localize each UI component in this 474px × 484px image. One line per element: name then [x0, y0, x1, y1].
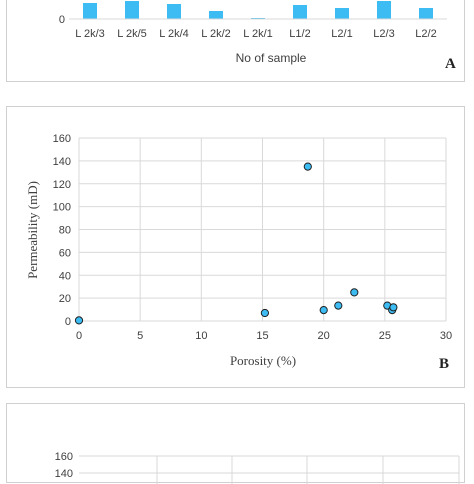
y-tick-label-c-0: 140: [55, 468, 73, 480]
bar-1: [125, 1, 139, 19]
x-axis-title-a: No of sample: [236, 51, 307, 65]
bar-2: [167, 4, 181, 19]
y-tick-label-b-3: 60: [59, 247, 71, 259]
data-point-1: [260, 308, 269, 318]
x-tick-label-b-6: 30: [440, 330, 452, 342]
x-tick-label-a-8: L2/2: [415, 28, 436, 40]
x-tick-label-b-1: 5: [137, 330, 143, 342]
chart-panel-b: 0 20 40 60 80 100 120 140 160 0 5 10 15 20 25 30 Perme…: [6, 106, 465, 388]
x-axis-title-b: Porosity (%): [230, 353, 296, 368]
y-tick-label-b-6: 120: [53, 179, 71, 191]
x-tick-label-a-5: L1/2: [289, 28, 310, 40]
x-tick-label-a-2: L 2k/4: [159, 28, 189, 40]
bar-6: [335, 8, 349, 19]
y-tick-label-a: 0: [59, 14, 65, 26]
y-tick-label-b-1: 20: [59, 293, 71, 305]
y-tick-label-b-2: 40: [59, 270, 71, 282]
x-tick-label-a-1: L 2k/5: [117, 28, 147, 40]
data-point-3: [319, 306, 328, 315]
y-tick-label-b-7: 140: [53, 156, 71, 168]
data-point-8: [389, 303, 398, 312]
data-point-5: [350, 288, 359, 297]
data-point-4: [334, 301, 343, 310]
x-tick-label-a-6: L2/1: [331, 28, 352, 40]
x-tick-label-b-3: 15: [256, 330, 268, 342]
panel-letter-a: A: [445, 56, 456, 72]
scatter-chart-b: 0 20 40 60 80 100 120 140 160 0 5 10 15 20 25 30 Perme…: [25, 133, 452, 372]
y-axis-title-b: Permeability (mD): [25, 181, 40, 279]
x-tick-label-b-2: 10: [195, 330, 207, 342]
bar-3: [209, 11, 223, 19]
y-tick-label-b-0: 0: [65, 316, 71, 328]
bar-5: [293, 5, 307, 19]
x-tick-label-b-0: 0: [76, 330, 82, 342]
x-tick-label-a-3: L 2k/2: [201, 28, 231, 40]
x-tick-label-a-4: L 2k/1: [243, 28, 273, 40]
bar-0: [83, 3, 97, 19]
data-point-0: [74, 316, 84, 325]
data-point-2: [303, 162, 312, 171]
y-tick-label-b-5: 100: [53, 202, 71, 214]
x-tick-label-a-0: L 2k/3: [75, 28, 105, 40]
chart-panel-c: 140 160: [6, 403, 465, 484]
y-tick-label-c-1: 160: [55, 451, 73, 463]
x-tick-label-a-7: L2/3: [373, 28, 394, 40]
panel-letter-b: B: [439, 356, 449, 372]
bar-7: [377, 1, 391, 19]
bar-8: [419, 8, 433, 19]
x-tick-label-b-4: 20: [318, 330, 330, 342]
y-tick-label-b-8: 160: [53, 133, 71, 145]
y-tick-label-b-4: 80: [59, 225, 71, 237]
chart-panel-a: L 2k/3 L 2k/5 L 2k/4 L 2k/2 L 2k/1 L1/2 L2/1 L2…: [6, 0, 465, 82]
x-tick-label-b-5: 25: [379, 330, 391, 342]
bar-chart-a: L 2k/3 L 2k/5 L 2k/4 L 2k/2 L 2k/1 L1/2 L2/1 L2…: [59, 1, 456, 72]
